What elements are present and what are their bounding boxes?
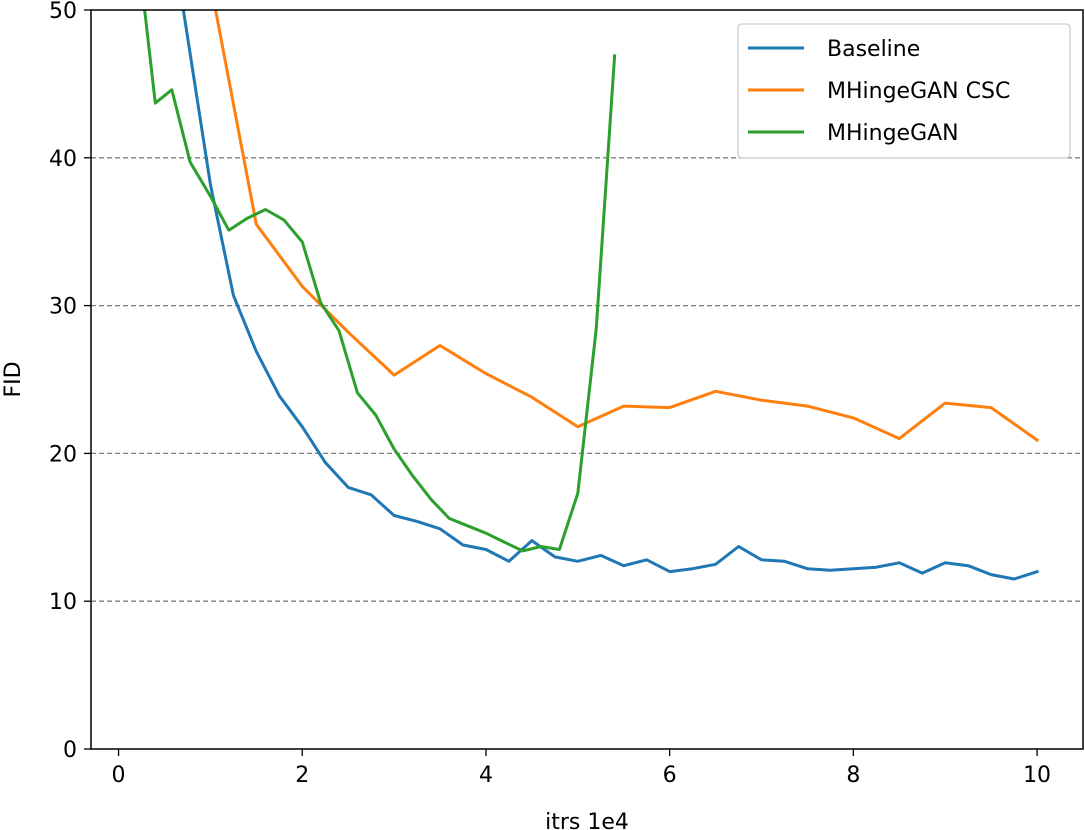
x-tick-label-10: 10 [1023,763,1051,788]
legend-label-baseline: Baseline [827,37,920,62]
axis-ticks: 0 2 4 6 8 10 0 10 20 30 40 50 [49,0,1051,788]
x-axis-label: itrs 1e4 [545,810,629,830]
series-line-baseline [181,10,1039,581]
x-tick-label-8: 8 [846,763,860,788]
legend-label-mhingegan-csc: MHingeGAN CSC [827,79,1010,104]
y-tick-label-10: 10 [49,590,77,615]
legend-label-mhingegan: MHingeGAN [827,121,959,146]
legend: Baseline MHingeGAN CSC MHingeGAN [737,23,1071,159]
series-lines [143,10,1040,581]
series-line-mhingegan [143,10,617,553]
y-tick-label-50: 50 [49,0,77,24]
x-tick-label-6: 6 [663,763,677,788]
plot-frame [90,9,1084,750]
y-tick-label-30: 30 [49,295,77,320]
y-tick-label-20: 20 [49,442,77,467]
y-tick-label-0: 0 [63,738,77,763]
legend-box [737,23,1071,159]
x-tick-label-4: 4 [479,763,493,788]
y-tick-label-40: 40 [49,147,77,172]
series-line-mhingegan-csc [214,10,1040,443]
x-tick-label-2: 2 [295,763,309,788]
x-tick-label-0: 0 [112,763,126,788]
y-axis-label: FID [1,361,26,397]
